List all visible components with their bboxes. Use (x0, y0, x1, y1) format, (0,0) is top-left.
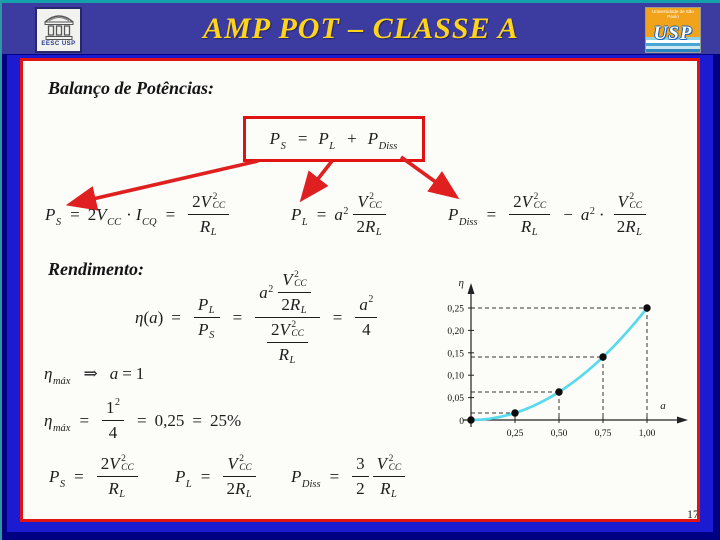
y-axis-label: η (459, 277, 464, 289)
pl-term: PL (318, 129, 336, 152)
power-balance-box: PS = PL + PDiss (243, 116, 425, 162)
efficiency-curve (469, 306, 649, 422)
data-point (643, 304, 651, 312)
balanco-heading: Balanço de Potências: (48, 78, 214, 98)
left-accent-line (0, 0, 2, 540)
data-point (467, 416, 475, 424)
usp-logo-top-text: Universidade de São Paulo (652, 9, 694, 19)
y-axis-arrow (467, 283, 475, 294)
x-tick-label: 0,50 (551, 429, 568, 439)
usp-logo-waves (646, 37, 700, 52)
data-point (555, 388, 563, 396)
efficiency-chart: η a 0,05 0,10 0,15 0,20 0,25 0 0,25 0,50 0,75 1,00 (447, 272, 697, 448)
data-point (599, 353, 607, 361)
eesc-logo: EESC USP (35, 7, 82, 53)
y-tick-label: 0,20 (447, 327, 464, 337)
y-tick-label: 0,10 (447, 372, 464, 382)
slide-body: Balanço de Potências: Rendimento: PS = P… (20, 58, 700, 522)
efficiency-chart-svg: η a 0,05 0,10 0,15 0,20 0,25 0 0,25 0,50 0,75 1,00 (447, 277, 688, 439)
x-axis-label: a (660, 400, 666, 412)
usp-logo: Universidade de São Paulo USP (645, 7, 701, 53)
slide-header: AMP POT – CLASSE A (2, 3, 720, 54)
data-point (511, 409, 519, 417)
x-axis-arrow (677, 416, 688, 424)
ps-term: PS (269, 129, 286, 152)
building-icon (44, 15, 73, 40)
x-tick-label: 0,75 (595, 429, 612, 439)
pdiss-term: PDiss (367, 129, 398, 152)
slide-title: AMP POT – CLASSE A (203, 12, 519, 45)
y-tick-label: 0,25 (447, 305, 464, 315)
rendimento-heading: Rendimento: (48, 259, 145, 279)
page-number: 17 (687, 507, 699, 521)
y-tick-label: 0,15 (447, 349, 464, 359)
y-tick-label: 0,05 (447, 394, 464, 404)
x-tick-label: 1,00 (639, 429, 656, 439)
x-tick-label: 0,25 (507, 429, 524, 439)
top-accent-line (0, 0, 720, 3)
eesc-logo-caption: EESC USP (41, 41, 76, 47)
red-arrow-to-pdiss (399, 155, 460, 200)
slide-frame: Balanço de Potências: Rendimento: PS = P… (7, 55, 713, 532)
formula-etamax-condition: ηmáx ⇒ a = 1 (44, 364, 145, 387)
origin-label: 0 (459, 417, 464, 427)
usp-logo-text: USP (653, 23, 693, 44)
